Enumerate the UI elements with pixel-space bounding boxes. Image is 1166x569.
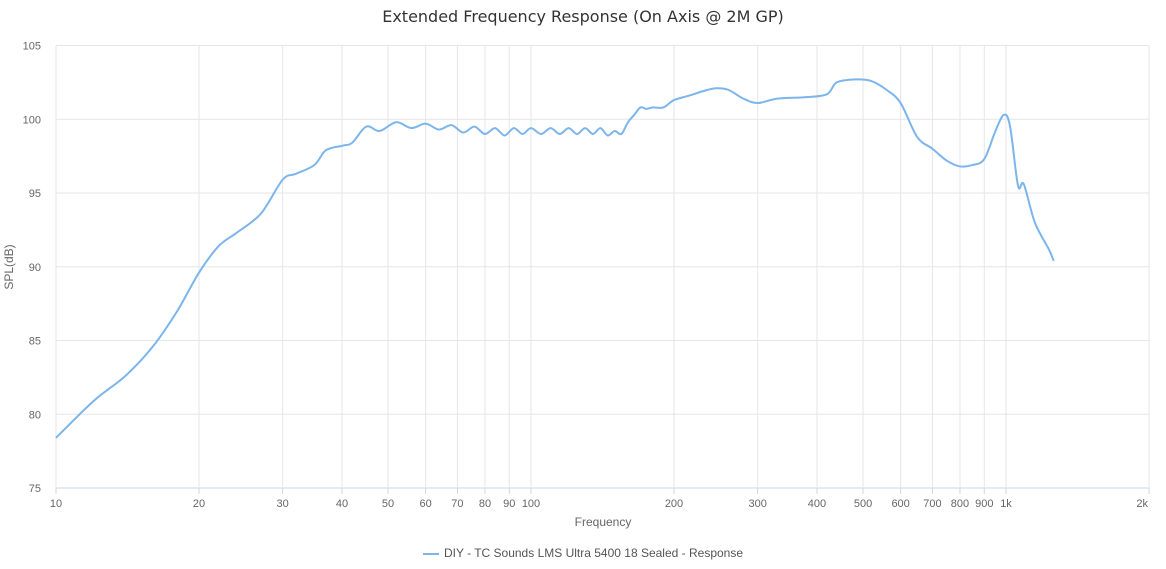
y-tick-label: 100 xyxy=(23,114,41,126)
series-line[interactable] xyxy=(55,78,1055,439)
y-tick-label: 75 xyxy=(29,483,41,495)
x-tick-label: 90 xyxy=(503,498,515,510)
x-tick-label: 200 xyxy=(665,498,683,510)
x-tick-label: 900 xyxy=(975,498,993,510)
x-tick-label: 70 xyxy=(451,498,463,510)
x-tick-label: 30 xyxy=(277,498,289,510)
x-tick-label: 60 xyxy=(420,498,432,510)
x-tick-label: 40 xyxy=(336,498,348,510)
x-tick-label: 400 xyxy=(808,498,826,510)
x-axis-title: Frequency xyxy=(575,515,632,529)
y-tick-label: 90 xyxy=(29,262,41,274)
x-tick-label: 500 xyxy=(854,498,872,510)
chart-title: Extended Frequency Response (On Axis @ 2… xyxy=(382,7,784,26)
legend[interactable]: DIY - TC Sounds LMS Ultra 5400 18 Sealed… xyxy=(0,546,1166,560)
y-tick-label: 95 xyxy=(29,188,41,200)
legend-swatch xyxy=(422,552,439,555)
legend-label: DIY - TC Sounds LMS Ultra 5400 18 Sealed… xyxy=(443,546,744,560)
x-tick-label: 100 xyxy=(522,498,540,510)
x-tick-label: 50 xyxy=(382,498,394,510)
y-tick-label: 85 xyxy=(29,336,41,348)
y-axis-title: SPL(dB) xyxy=(2,244,16,289)
x-tick-label: 700 xyxy=(923,498,941,510)
y-tick-label: 80 xyxy=(29,409,41,421)
x-tick-label: 600 xyxy=(891,498,909,510)
x-tick-label: 20 xyxy=(193,498,205,510)
y-tick-label: 105 xyxy=(23,41,41,53)
x-tick-label: 80 xyxy=(479,498,491,510)
x-tick-label: 10 xyxy=(50,498,62,510)
x-tick-label: 2k xyxy=(1136,498,1148,510)
x-tick-label: 1k xyxy=(1000,498,1012,510)
x-tick-label: 300 xyxy=(748,498,766,510)
x-tick-label: 800 xyxy=(951,498,969,510)
